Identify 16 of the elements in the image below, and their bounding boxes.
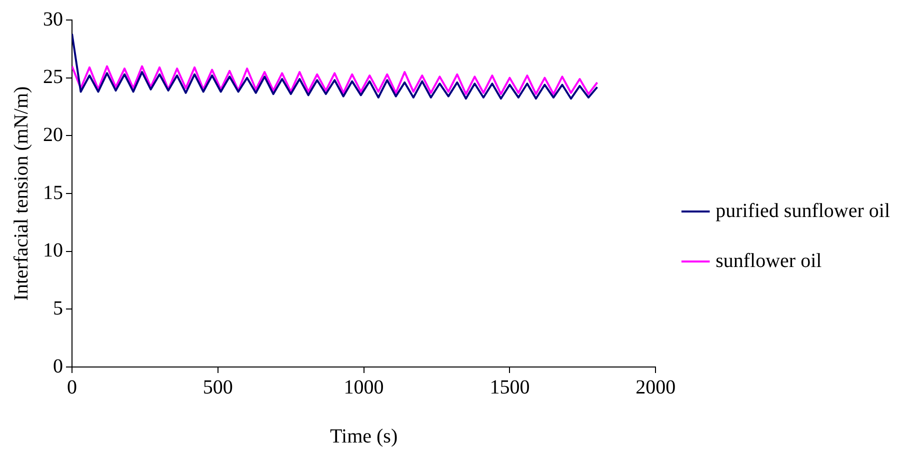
legend-label: sunflower oil [716,250,822,272]
y-axis-title: Interfacial tension (mN/m) [10,86,32,301]
x-axis-title: Time (s) [330,425,398,448]
legend-label: purified sunflower oil [716,200,890,222]
x-tick-label: 0 [67,376,77,398]
y-tick-label: 20 [43,124,63,146]
y-tick-label: 10 [43,240,63,262]
y-tick-label: 0 [53,355,63,378]
x-tick-label: 1000 [344,376,384,398]
x-tick-label: 2000 [636,376,676,398]
y-tick-label: 15 [43,182,63,204]
y-tick-label: 25 [43,66,63,88]
y-tick-label: 30 [43,8,63,30]
x-tick-label: 1500 [490,376,530,398]
y-tick-label: 5 [53,297,63,320]
x-tick-label: 500 [202,376,233,398]
